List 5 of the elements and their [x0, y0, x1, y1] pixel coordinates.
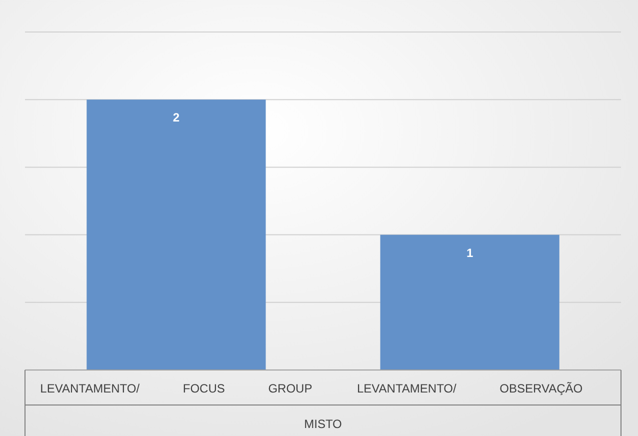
data-label: 2: [172, 110, 180, 125]
x-tick-label: LEVANTAMENTO/ FOCUS GROUP: [40, 382, 312, 396]
x-tick-label: LEVANTAMENTO/ OBSERVAÇÃO: [356, 382, 583, 396]
x-axis-title: MISTO: [304, 417, 342, 431]
data-label: 1: [466, 246, 474, 260]
